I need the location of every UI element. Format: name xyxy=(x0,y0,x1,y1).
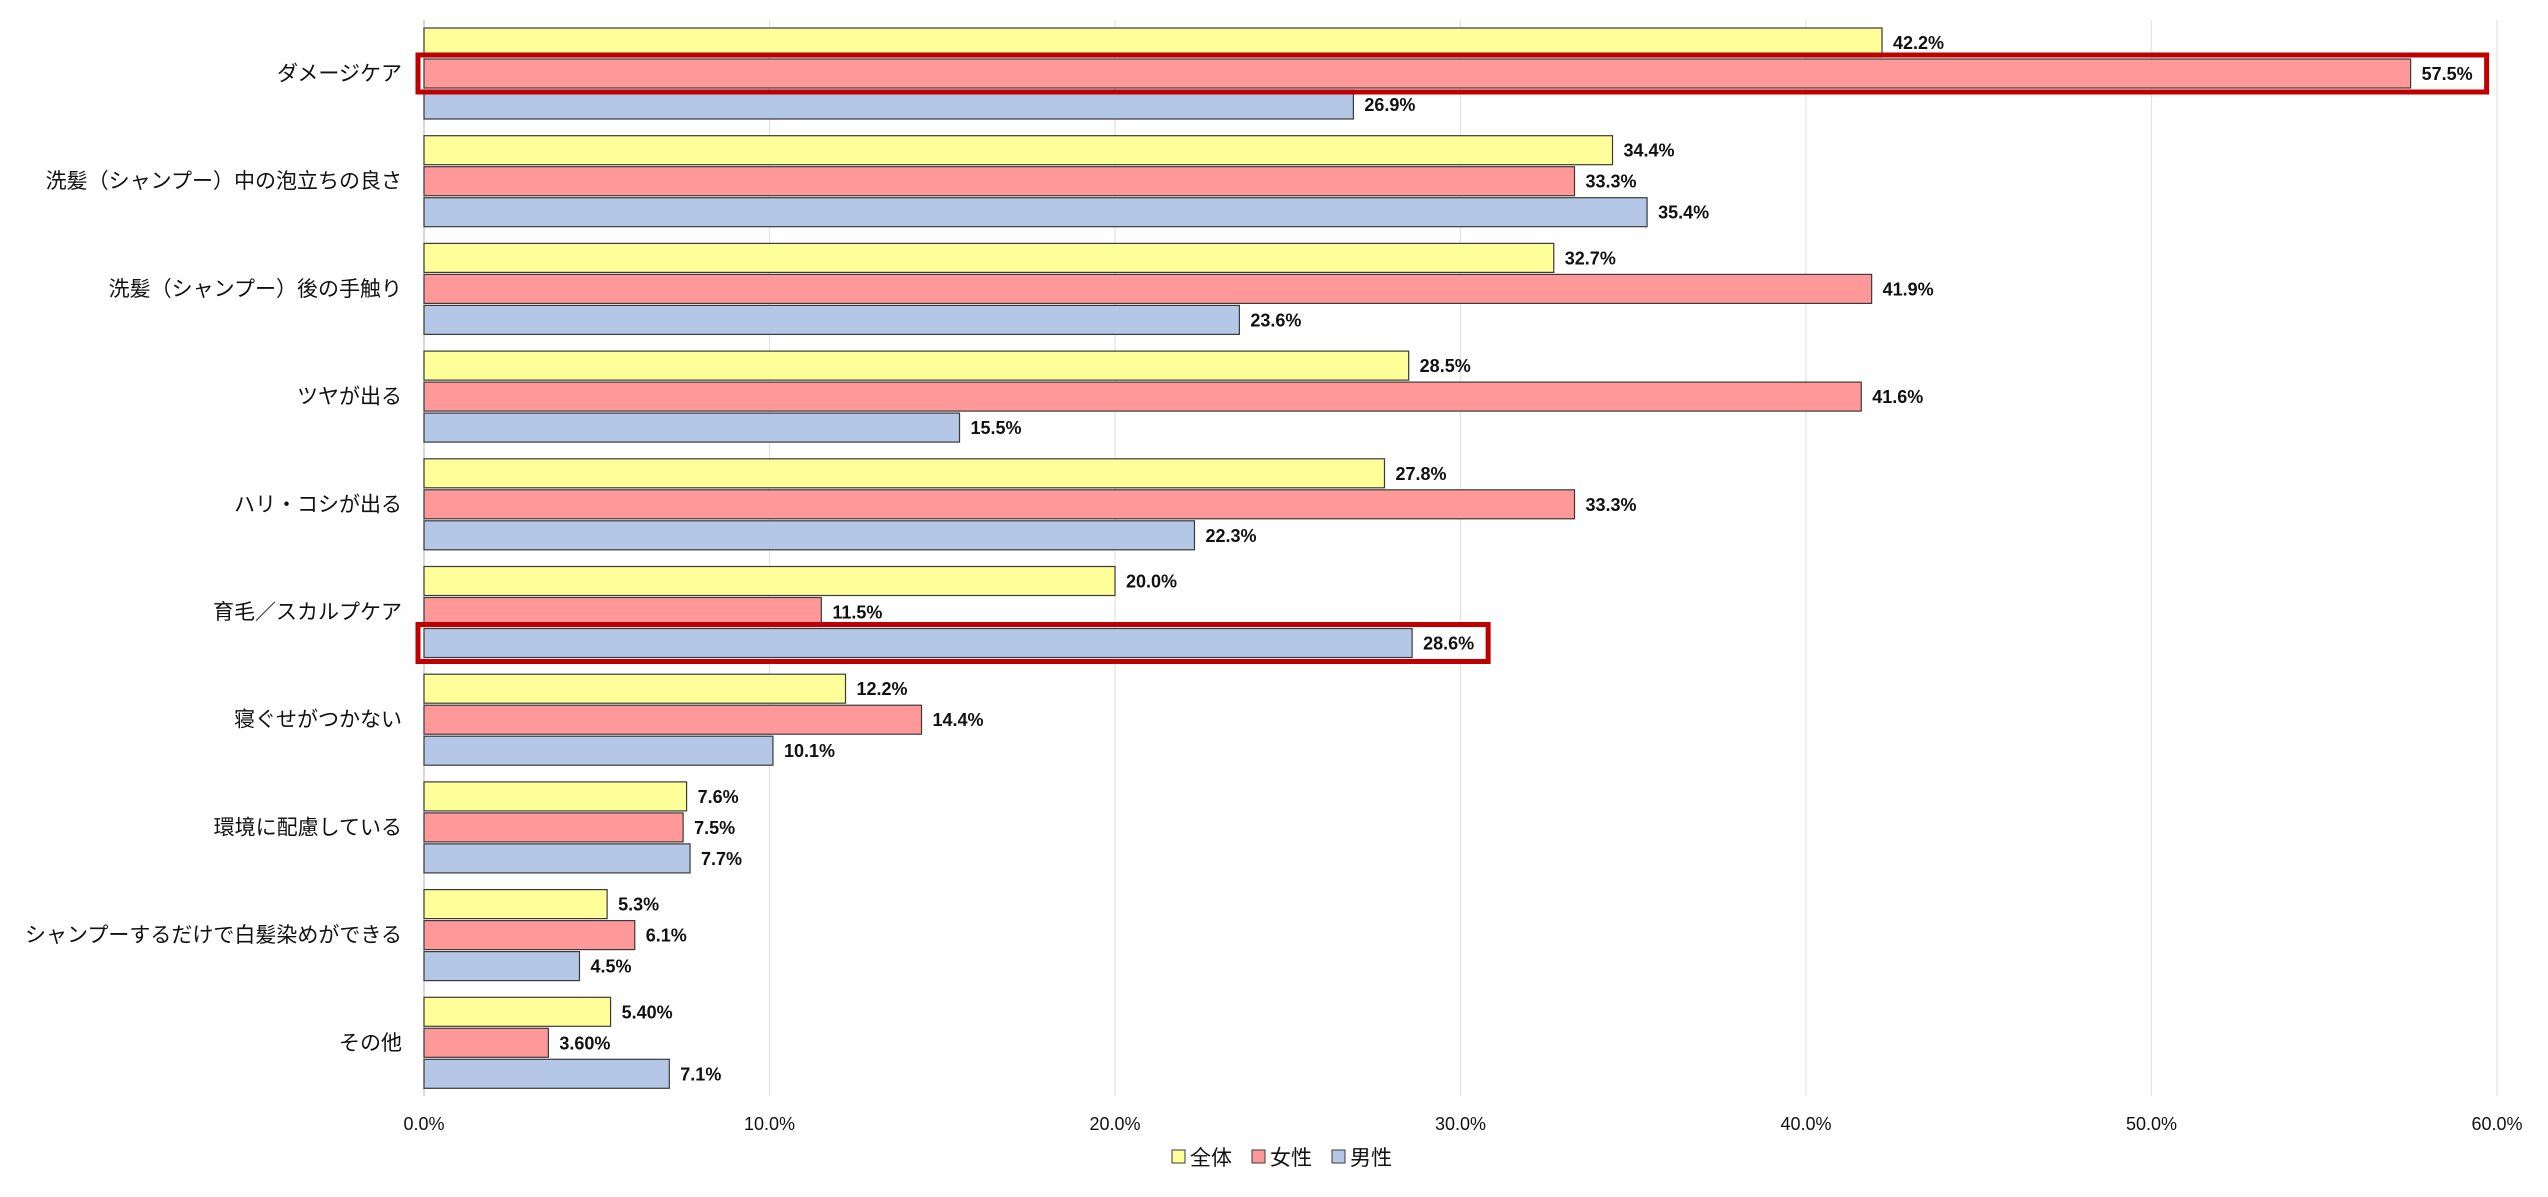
category-label: ハリ・コシが出る xyxy=(234,492,402,516)
category-label: 洗髪（シャンプー）中の泡立ちの良さ xyxy=(46,169,402,193)
x-tick-label: 50.0% xyxy=(2126,1114,2177,1134)
data-label: 14.4% xyxy=(933,710,984,730)
highlight-label-bg xyxy=(1413,628,1482,658)
data-label: 23.6% xyxy=(1250,310,1301,330)
legend: 全体 女性 男性 xyxy=(1171,1146,1392,1170)
legend-swatch xyxy=(1171,1149,1186,1164)
category-label: 環境に配慮している xyxy=(214,815,402,839)
bar-女性-7 xyxy=(423,812,684,843)
data-label: 27.8% xyxy=(1395,464,1446,484)
data-label: 5.3% xyxy=(618,895,659,915)
bar-女性-6 xyxy=(423,704,923,735)
data-label: 15.5% xyxy=(971,418,1022,438)
data-label: 35.4% xyxy=(1658,203,1709,223)
bar-男性-6 xyxy=(423,735,774,766)
data-label: 12.2% xyxy=(857,679,908,699)
bar-全体-5 xyxy=(423,565,1116,597)
data-label: 3.60% xyxy=(559,1033,610,1053)
data-label: 34.4% xyxy=(1624,141,1675,161)
bar-全体-6 xyxy=(423,673,847,704)
data-label: 26.9% xyxy=(1364,95,1415,115)
highlight-box xyxy=(415,622,1491,664)
bar-男性-5 xyxy=(423,627,1413,659)
data-label: 7.5% xyxy=(694,818,735,838)
data-label: 4.5% xyxy=(590,957,631,977)
category-label: 洗髪（シャンプー）後の手触り xyxy=(109,277,402,301)
x-tick-label: 20.0% xyxy=(1089,1114,1140,1134)
bar-全体-3 xyxy=(423,350,1410,381)
data-labels: 42.2% 57.5% 26.9% 34.4% 33.3% 35.4% 32.7% 41.9%… xyxy=(559,33,2472,1084)
bar-男性-9 xyxy=(423,1058,670,1089)
bar-男性-3 xyxy=(423,412,961,443)
category-label: ダメージケア xyxy=(277,62,402,86)
bar-女性-1 xyxy=(423,166,1576,197)
bar-男性-0 xyxy=(423,89,1354,120)
bar-男性-8 xyxy=(423,950,581,982)
data-label: 33.3% xyxy=(1586,495,1637,515)
data-label: 32.7% xyxy=(1565,248,1616,268)
data-label: 10.1% xyxy=(784,741,835,761)
bar-女性-0 xyxy=(423,58,2412,89)
legend-label: 女性 xyxy=(1270,1146,1312,1170)
bar-女性-4 xyxy=(423,489,1576,520)
data-label: 7.7% xyxy=(701,849,742,869)
legend-swatch xyxy=(1331,1149,1346,1164)
data-label: 5.40% xyxy=(622,1002,673,1022)
x-tick-label: 30.0% xyxy=(1435,1114,1486,1134)
category-label: 寝ぐせがつかない xyxy=(234,708,402,732)
bar-女性-3 xyxy=(423,381,1862,412)
data-label: 7.6% xyxy=(698,787,739,807)
legend-swatch xyxy=(1251,1149,1266,1164)
x-tick-label: 40.0% xyxy=(1780,1114,1831,1134)
legend-label: 全体 xyxy=(1190,1146,1232,1170)
bar-女性-5 xyxy=(423,596,822,628)
category-label: ツヤが出る xyxy=(297,385,402,409)
data-label: 28.5% xyxy=(1420,356,1471,376)
bar-女性-2 xyxy=(423,273,1873,304)
bar-全体-2 xyxy=(423,242,1555,273)
data-label: 41.6% xyxy=(1872,387,1923,407)
bar-男性-1 xyxy=(423,197,1648,228)
bar-全体-7 xyxy=(423,781,688,812)
bar-男性-4 xyxy=(423,520,1196,551)
data-label: 7.1% xyxy=(680,1064,721,1084)
data-label: 11.5% xyxy=(832,603,882,623)
highlight-boxes xyxy=(415,52,2490,664)
bar-全体-4 xyxy=(423,458,1386,489)
data-label: 22.3% xyxy=(1205,526,1256,546)
category-label: シャンプーするだけで白髪染めができる xyxy=(25,923,402,947)
bar-女性-9 xyxy=(423,1027,549,1058)
bar-全体-1 xyxy=(423,135,1614,166)
highlight-label-bg xyxy=(2411,59,2480,88)
data-label: 6.1% xyxy=(646,926,687,946)
x-tick-label: 60.0% xyxy=(2471,1114,2522,1134)
bar-全体-9 xyxy=(423,996,612,1027)
highlight-box xyxy=(415,52,2490,95)
x-tick-label: 0.0% xyxy=(403,1114,444,1134)
data-label: 33.3% xyxy=(1586,172,1637,192)
legend-label: 男性 xyxy=(1350,1146,1392,1170)
bars xyxy=(423,27,2412,1089)
bar-男性-7 xyxy=(423,843,691,874)
x-tick-label: 10.0% xyxy=(744,1114,795,1134)
data-label: 41.9% xyxy=(1883,279,1934,299)
bar-男性-2 xyxy=(423,304,1240,335)
category-label: 育毛／スカルプケア xyxy=(213,600,402,624)
value-axis: 0.0% 10.0% 20.0% 30.0% 40.0% 50.0% 60.0% xyxy=(403,1114,2522,1134)
data-label: 42.2% xyxy=(1893,33,1944,53)
bar-女性-8 xyxy=(423,919,636,951)
data-label: 28.6% xyxy=(1423,634,1474,654)
bar-全体-8 xyxy=(423,888,608,920)
category-axis: ダメージケア洗髪（シャンプー）中の泡立ちの良さ洗髪（シャンプー）後の手触りツヤが… xyxy=(25,62,402,1055)
data-label: 20.0% xyxy=(1126,572,1177,592)
category-label: その他 xyxy=(339,1031,402,1055)
data-label: 57.5% xyxy=(2422,64,2473,84)
